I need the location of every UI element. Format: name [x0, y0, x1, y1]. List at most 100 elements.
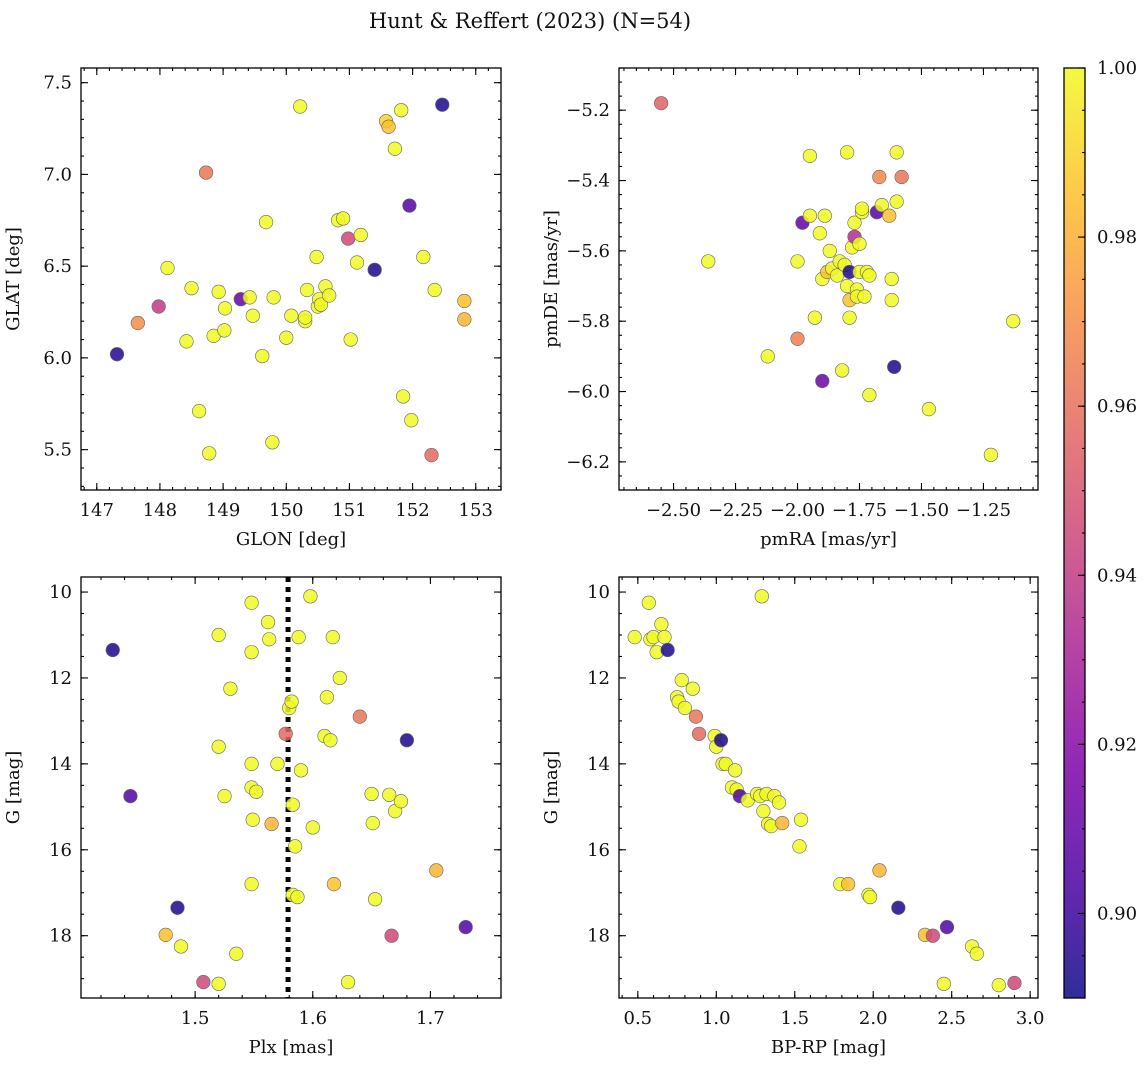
x-tick-label: 150	[269, 500, 303, 521]
x-tick-label: 148	[143, 500, 177, 521]
x-axis-label: BP-RP [mag]	[771, 1037, 886, 1058]
data-point	[1006, 314, 1021, 329]
data-point	[402, 198, 417, 213]
axes-frame	[618, 576, 1039, 999]
data-point	[862, 268, 877, 283]
data-point	[158, 927, 173, 942]
data-point	[245, 812, 260, 827]
y-tick-label: 5.5	[43, 440, 72, 461]
data-point	[202, 446, 217, 461]
data-point	[429, 863, 444, 878]
data-point	[244, 756, 259, 771]
x-tick-label: 149	[206, 500, 240, 521]
data-point	[105, 642, 120, 658]
data-point	[889, 194, 904, 209]
axes-frame	[80, 576, 502, 999]
data-point	[179, 334, 194, 349]
data-point	[862, 889, 878, 905]
data-point	[309, 249, 324, 265]
y-tick-label: −6.2	[566, 452, 610, 473]
data-point	[217, 323, 232, 338]
x-tick-label: 2.5	[937, 1008, 966, 1029]
data-point	[285, 797, 300, 812]
data-point	[160, 260, 175, 276]
data-point	[278, 726, 293, 741]
data-point	[244, 645, 259, 660]
x-tick-label: 1.5	[181, 1008, 210, 1029]
colorbar-tick-label: 1.00	[1097, 58, 1137, 79]
data-point	[300, 282, 315, 298]
data-point	[387, 141, 402, 156]
data-point	[288, 839, 303, 854]
data-point	[279, 330, 294, 345]
x-axis-label: GLON [deg]	[236, 529, 346, 550]
data-point	[326, 877, 342, 892]
data-point	[151, 299, 166, 314]
x-tick-label: −2.25	[708, 500, 763, 521]
data-point	[841, 877, 856, 892]
y-tick-label: 6.0	[43, 348, 72, 369]
data-point	[983, 447, 998, 462]
data-point	[760, 349, 775, 364]
data-point	[847, 215, 862, 230]
data-point	[382, 787, 397, 802]
data-point	[211, 976, 226, 991]
data-point	[1007, 975, 1022, 991]
data-point	[323, 733, 338, 748]
data-point	[264, 816, 279, 832]
data-point	[771, 795, 787, 810]
data-point	[654, 96, 669, 111]
colorbar-tick-label: 0.96	[1097, 396, 1137, 417]
data-point	[713, 733, 729, 748]
y-tick-label: −5.8	[566, 311, 610, 332]
data-point	[384, 928, 399, 943]
data-point	[262, 632, 277, 647]
y-tick-label: 7.5	[43, 73, 72, 94]
data-point	[396, 389, 411, 404]
data-point	[852, 236, 867, 251]
data-point	[217, 788, 232, 804]
data-point	[458, 920, 473, 935]
x-tick-label: −1.25	[956, 500, 1011, 521]
x-tick-label: 0.5	[624, 1008, 653, 1029]
y-tick-label: 18	[587, 926, 610, 947]
x-tick-label: 151	[332, 500, 366, 521]
data-point	[756, 804, 771, 819]
data-point	[792, 839, 807, 854]
y-tick-label: −5.4	[566, 171, 610, 192]
data-point	[381, 119, 396, 134]
x-axis-label: pmRA [mas/yr]	[760, 529, 897, 550]
data-point	[701, 254, 716, 269]
colorbar-frame	[1063, 67, 1086, 999]
data-point	[266, 290, 281, 305]
data-point	[242, 290, 257, 305]
data-point	[815, 373, 830, 389]
points	[109, 97, 472, 463]
y-tick-label: 12	[49, 668, 72, 689]
data-point	[223, 681, 238, 696]
data-point	[889, 145, 904, 160]
x-axis-label: Plx [mas]	[249, 1037, 334, 1058]
data-point	[353, 227, 368, 243]
data-point	[874, 198, 889, 213]
data-point	[343, 332, 358, 347]
data-point	[894, 169, 909, 185]
data-point	[882, 208, 897, 223]
colorbar-tick-label: 0.92	[1097, 734, 1137, 755]
data-point	[322, 288, 337, 303]
data-point	[839, 145, 855, 160]
data-point	[842, 310, 857, 325]
points	[654, 96, 1021, 462]
points	[627, 589, 1022, 993]
y-axis-label: G [mag]	[3, 751, 24, 824]
y-tick-label: 14	[587, 754, 610, 775]
data-point	[435, 97, 450, 112]
x-tick-label: 1.7	[416, 1008, 445, 1029]
data-point	[349, 255, 365, 270]
data-point	[244, 877, 259, 892]
data-point	[457, 293, 472, 309]
x-tick-label: 1.6	[298, 1008, 327, 1029]
y-tick-label: 16	[49, 840, 72, 861]
x-tick-label: 153	[459, 500, 493, 521]
data-point	[244, 595, 259, 610]
